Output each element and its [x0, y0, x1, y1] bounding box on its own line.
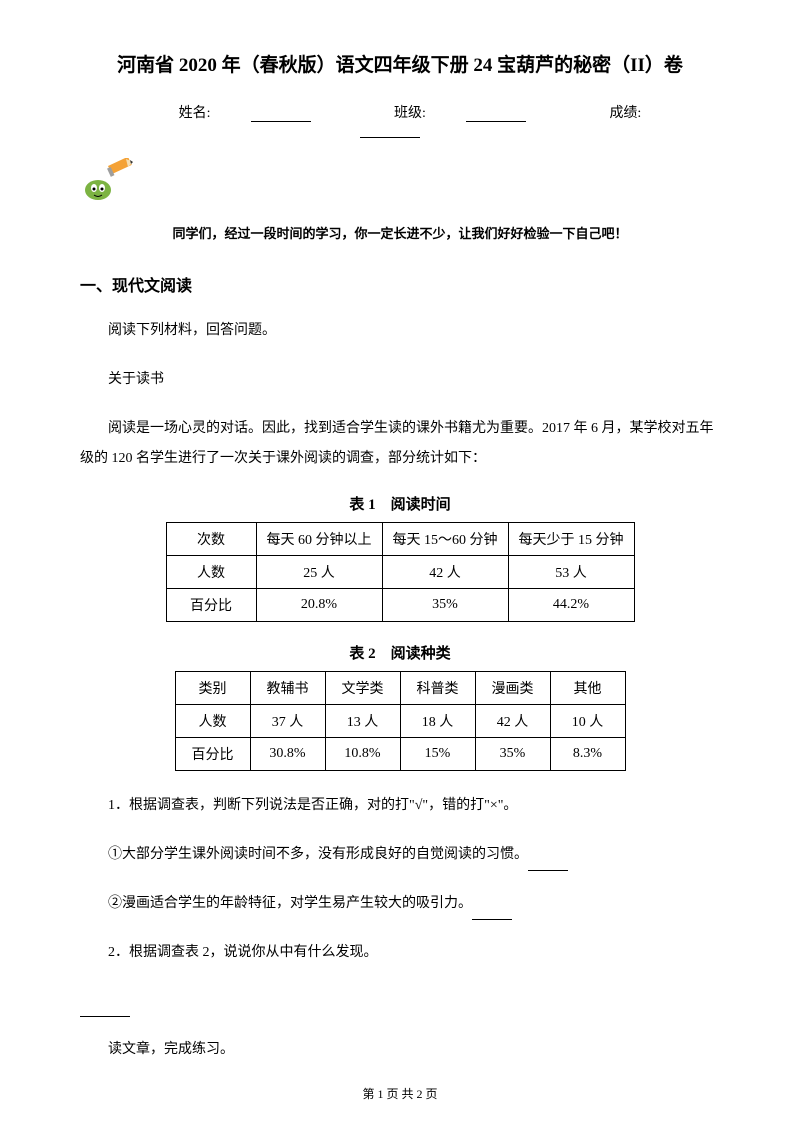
table-reading-category: 类别 教辅书 文学类 科普类 漫画类 其他 人数 37 人 13 人 18 人 … [175, 671, 626, 771]
encouragement-text: 同学们，经过一段时间的学习，你一定长进不少，让我们好好检验一下自己吧！ [80, 223, 720, 242]
table-row: 类别 教辅书 文学类 科普类 漫画类 其他 [175, 672, 625, 705]
class-field[interactable]: 班级: [374, 106, 546, 121]
table-reading-time: 次数 每天 60 分钟以上 每天 15～60 分钟 每天少于 15 分钟 人数 … [166, 522, 635, 622]
answer-blank[interactable] [528, 857, 568, 871]
table-row: 百分比 30.8% 10.8% 15% 35% 8.3% [175, 738, 625, 771]
outro: 读文章，完成练习。 [80, 1035, 720, 1066]
table-row: 次数 每天 60 分钟以上 每天 15～60 分钟 每天少于 15 分钟 [166, 523, 634, 556]
answer-line[interactable] [80, 986, 720, 1017]
question-1-1: ①大部分学生课外阅读时间不多，没有形成良好的自觉阅读的习惯。 [80, 840, 720, 871]
answer-blank[interactable] [472, 906, 512, 920]
student-info-line: 姓名: 班级: 成绩: [80, 102, 720, 138]
table1-title: 表 1 阅读时间 [80, 493, 720, 514]
pencil-icon [80, 158, 720, 208]
intro-1: 阅读下列材料，回答问题。 [80, 316, 720, 347]
page-footer: 第 1 页 共 2 页 [0, 1085, 800, 1102]
exam-title: 河南省 2020 年（春秋版）语文四年级下册 24 宝葫芦的秘密（II）卷 [80, 50, 720, 77]
question-1-2: ②漫画适合学生的年龄特征，对学生易产生较大的吸引力。 [80, 889, 720, 920]
table-row: 百分比 20.8% 35% 44.2% [166, 589, 634, 622]
intro-2: 关于读书 [80, 365, 720, 396]
table2-title: 表 2 阅读种类 [80, 642, 720, 663]
name-field[interactable]: 姓名: [159, 106, 331, 121]
section-title: 一、现代文阅读 [80, 272, 720, 296]
table-row: 人数 25 人 42 人 53 人 [166, 556, 634, 589]
question-2: 2．根据调查表 2，说说你从中有什么发现。 [80, 938, 720, 969]
question-1: 1．根据调查表，判断下列说法是否正确，对的打"√"，错的打"×"。 [80, 791, 720, 822]
intro-3: 阅读是一场心灵的对话。因此，找到适合学生读的课外书籍尤为重要。2017 年 6 … [80, 414, 720, 476]
table-row: 人数 37 人 13 人 18 人 42 人 10 人 [175, 705, 625, 738]
